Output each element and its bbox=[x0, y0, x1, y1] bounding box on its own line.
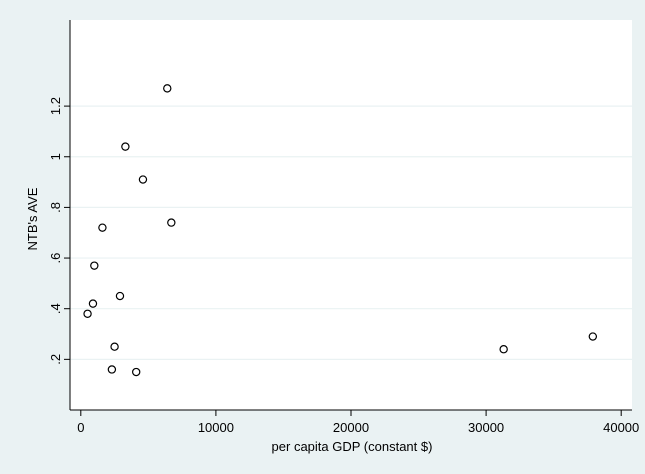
plot-area bbox=[70, 20, 632, 410]
data-points bbox=[83, 84, 598, 377]
y-tick-label-0: .2 bbox=[48, 354, 63, 365]
y-tick-label-5: 1.2 bbox=[48, 97, 63, 115]
y-tick-label-2: .6 bbox=[48, 253, 63, 264]
x-tick-label-1: 10000 bbox=[198, 420, 234, 435]
data-point-13 bbox=[588, 332, 598, 341]
data-point-7 bbox=[121, 142, 130, 151]
x-tick-label-3: 30000 bbox=[468, 420, 504, 435]
data-point-8 bbox=[131, 367, 141, 377]
data-point-2 bbox=[90, 261, 99, 270]
y-tick-label-3: .8 bbox=[48, 202, 63, 213]
data-point-6 bbox=[115, 291, 125, 301]
data-point-1 bbox=[88, 299, 98, 308]
y-axis-ticks: .2 .4 .6 .8 1 1.2 bbox=[48, 97, 70, 365]
data-point-9 bbox=[138, 175, 148, 184]
gridlines bbox=[70, 105, 632, 360]
data-point-11 bbox=[167, 218, 176, 227]
x-tick-label-4: 40000 bbox=[603, 420, 639, 435]
data-point-5 bbox=[110, 342, 119, 351]
data-point-12 bbox=[499, 345, 508, 354]
y-tick-label-1: .4 bbox=[48, 303, 63, 314]
data-point-10 bbox=[163, 84, 172, 93]
data-point-3 bbox=[98, 223, 107, 232]
x-axis-ticks: 0 10000 20000 30000 40000 bbox=[77, 410, 639, 435]
x-axis-title: per capita GDP (constant $) bbox=[272, 439, 433, 454]
data-point-0 bbox=[83, 309, 92, 318]
y-tick-label-4: 1 bbox=[48, 153, 63, 160]
data-point-4 bbox=[107, 365, 117, 374]
x-tick-label-2: 20000 bbox=[333, 420, 369, 435]
x-tick-label-0: 0 bbox=[77, 420, 84, 435]
y-axis-title: NTB's AVE bbox=[25, 187, 40, 250]
